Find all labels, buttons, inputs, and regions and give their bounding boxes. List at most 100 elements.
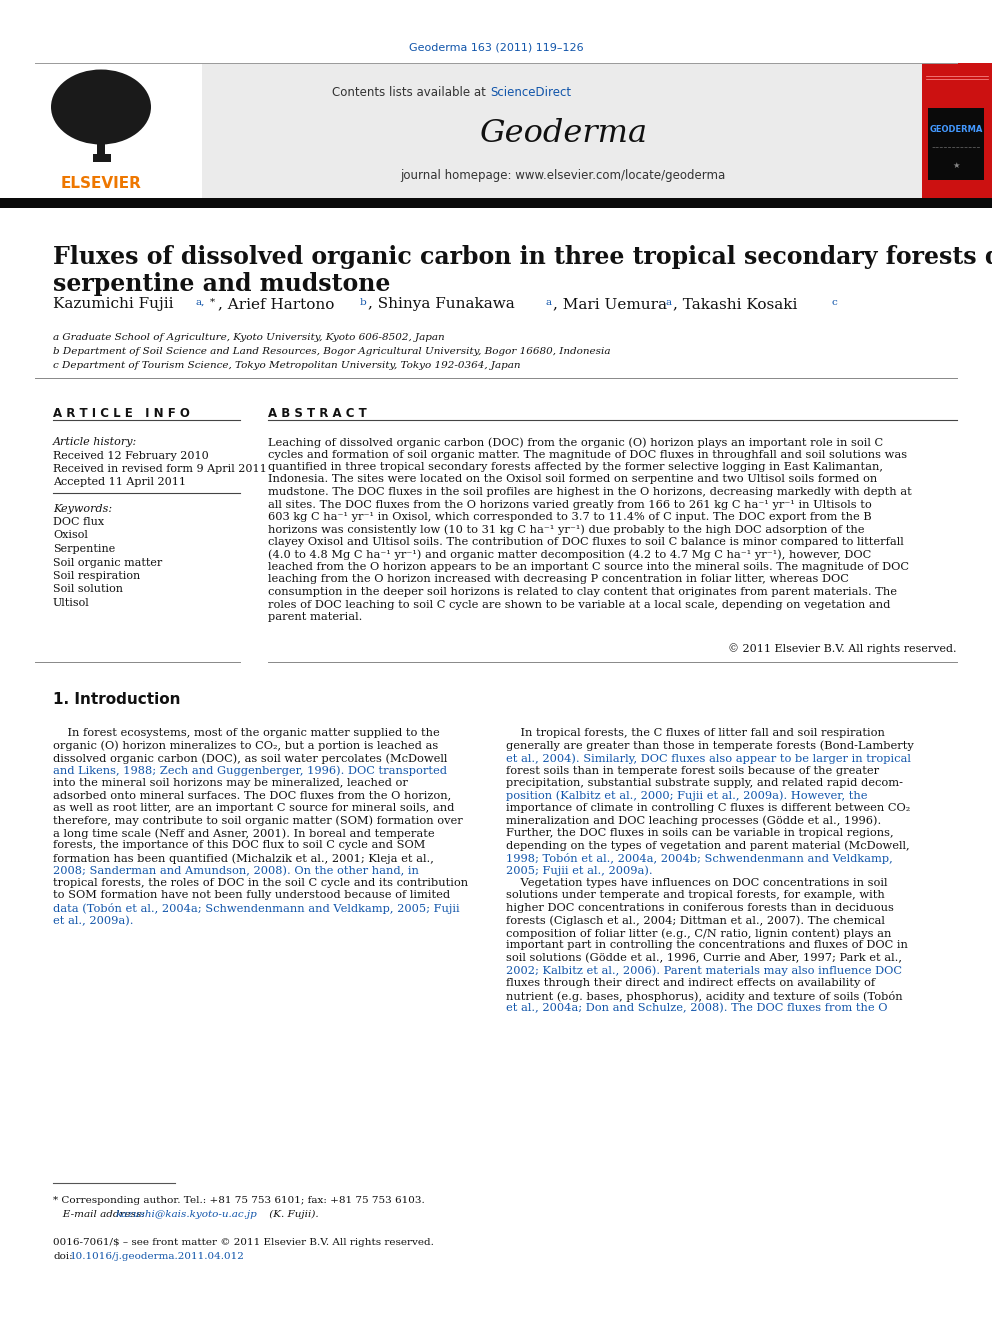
Text: , Arief Hartono: , Arief Hartono xyxy=(218,296,339,311)
Text: Serpentine: Serpentine xyxy=(53,544,115,554)
Text: b Department of Soil Science and Land Resources, Bogor Agricultural University, : b Department of Soil Science and Land Re… xyxy=(53,347,610,356)
Text: and Likens, 1988; Zech and Guggenberger, 1996). DOC transported: and Likens, 1988; Zech and Guggenberger,… xyxy=(53,766,447,777)
Text: parent material.: parent material. xyxy=(268,613,362,622)
Bar xyxy=(928,108,984,180)
Text: c Department of Tourism Science, Tokyo Metropolitan University, Tokyo 192-0364, : c Department of Tourism Science, Tokyo M… xyxy=(53,361,521,370)
Text: 1998; Tobón et al., 2004a, 2004b; Schwendenmann and Veldkamp,: 1998; Tobón et al., 2004a, 2004b; Schwen… xyxy=(506,853,893,864)
Text: *: * xyxy=(210,298,215,307)
Text: data (Tobón et al., 2004a; Schwendenmann and Veldkamp, 2005; Fujii: data (Tobón et al., 2004a; Schwendenmann… xyxy=(53,904,459,914)
Bar xyxy=(97,130,105,157)
Text: 0016-7061/$ – see front matter © 2011 Elsevier B.V. All rights reserved.: 0016-7061/$ – see front matter © 2011 El… xyxy=(53,1238,434,1248)
Text: soil solutions (Gödde et al., 1996, Currie and Aber, 1997; Park et al.,: soil solutions (Gödde et al., 1996, Curr… xyxy=(506,953,902,963)
Text: A B S T R A C T: A B S T R A C T xyxy=(268,407,367,419)
Text: 1. Introduction: 1. Introduction xyxy=(53,692,181,706)
Text: leaching from the O horizon increased with decreasing P concentration in foliar : leaching from the O horizon increased wi… xyxy=(268,574,849,585)
Text: et al., 2004a; Don and Schulze, 2008). The DOC fluxes from the O: et al., 2004a; Don and Schulze, 2008). T… xyxy=(506,1003,888,1013)
Text: journal homepage: www.elsevier.com/locate/geoderma: journal homepage: www.elsevier.com/locat… xyxy=(401,168,725,181)
Bar xyxy=(202,64,922,200)
Text: , Mari Uemura: , Mari Uemura xyxy=(553,296,672,311)
Text: Soil organic matter: Soil organic matter xyxy=(53,557,163,568)
Text: et al., 2004). Similarly, DOC fluxes also appear to be larger in tropical: et al., 2004). Similarly, DOC fluxes als… xyxy=(506,753,911,763)
Text: mudstone. The DOC fluxes in the soil profiles are highest in the O horizons, dec: mudstone. The DOC fluxes in the soil pro… xyxy=(268,487,912,497)
Text: dissolved organic carbon (DOC), as soil water percolates (McDowell: dissolved organic carbon (DOC), as soil … xyxy=(53,753,447,763)
Text: clayey Oxisol and Ultisol soils. The contribution of DOC fluxes to soil C balanc: clayey Oxisol and Ultisol soils. The con… xyxy=(268,537,904,546)
Text: b: b xyxy=(360,298,367,307)
Text: cycles and formation of soil organic matter. The magnitude of DOC fluxes in thro: cycles and formation of soil organic mat… xyxy=(268,450,907,459)
Text: 603 kg C ha⁻¹ yr⁻¹ in Oxisol, which corresponded to 3.7 to 11.4% of C input. The: 603 kg C ha⁻¹ yr⁻¹ in Oxisol, which corr… xyxy=(268,512,872,523)
Text: roles of DOC leaching to soil C cycle are shown to be variable at a local scale,: roles of DOC leaching to soil C cycle ar… xyxy=(268,599,891,610)
Text: depending on the types of vegetation and parent material (McDowell,: depending on the types of vegetation and… xyxy=(506,840,910,851)
Text: Received in revised form 9 April 2011: Received in revised form 9 April 2011 xyxy=(53,464,267,474)
Text: Geoderma: Geoderma xyxy=(479,118,647,148)
Text: a Graduate School of Agriculture, Kyoto University, Kyoto 606-8502, Japan: a Graduate School of Agriculture, Kyoto … xyxy=(53,333,444,343)
Text: 2008; Sanderman and Amundson, 2008). On the other hand, in: 2008; Sanderman and Amundson, 2008). On … xyxy=(53,865,419,876)
Text: a: a xyxy=(665,298,672,307)
Text: In forest ecosystems, most of the organic matter supplied to the: In forest ecosystems, most of the organi… xyxy=(53,728,439,738)
Text: precipitation, substantial substrate supply, and related rapid decom-: precipitation, substantial substrate sup… xyxy=(506,778,903,789)
Text: a long time scale (Neff and Asner, 2001). In boreal and temperate: a long time scale (Neff and Asner, 2001)… xyxy=(53,828,434,839)
Text: , Shinya Funakawa: , Shinya Funakawa xyxy=(368,296,520,311)
Text: Article history:: Article history: xyxy=(53,437,137,447)
Text: c: c xyxy=(832,298,838,307)
Text: DOC flux: DOC flux xyxy=(53,517,104,527)
Text: tropical forests, the roles of DOC in the soil C cycle and its contribution: tropical forests, the roles of DOC in th… xyxy=(53,878,468,888)
Text: to SOM formation have not been fully understood because of limited: to SOM formation have not been fully und… xyxy=(53,890,450,901)
Text: , Takashi Kosaki: , Takashi Kosaki xyxy=(673,296,803,311)
Text: higher DOC concentrations in coniferous forests than in deciduous: higher DOC concentrations in coniferous … xyxy=(506,904,894,913)
Text: et al., 2009a).: et al., 2009a). xyxy=(53,916,134,926)
Text: Oxisol: Oxisol xyxy=(53,531,88,541)
Text: as well as root litter, are an important C source for mineral soils, and: as well as root litter, are an important… xyxy=(53,803,454,814)
Text: kazushi@kais.kyoto-u.ac.jp: kazushi@kais.kyoto-u.ac.jp xyxy=(116,1211,258,1218)
Text: E-mail address:: E-mail address: xyxy=(53,1211,148,1218)
Text: solutions under temperate and tropical forests, for example, with: solutions under temperate and tropical f… xyxy=(506,890,885,901)
Text: a,: a, xyxy=(195,298,204,307)
Bar xyxy=(0,198,992,208)
Text: organic (O) horizon mineralizes to CO₂, but a portion is leached as: organic (O) horizon mineralizes to CO₂, … xyxy=(53,741,438,751)
Text: mineralization and DOC leaching processes (Gödde et al., 1996).: mineralization and DOC leaching processe… xyxy=(506,815,881,826)
Text: Soil respiration: Soil respiration xyxy=(53,572,140,581)
Text: composition of foliar litter (e.g., C/N ratio, lignin content) plays an: composition of foliar litter (e.g., C/N … xyxy=(506,927,892,938)
Text: Further, the DOC fluxes in soils can be variable in tropical regions,: Further, the DOC fluxes in soils can be … xyxy=(506,828,894,837)
Text: 2005; Fujii et al., 2009a).: 2005; Fujii et al., 2009a). xyxy=(506,865,653,876)
Text: In tropical forests, the C fluxes of litter fall and soil respiration: In tropical forests, the C fluxes of lit… xyxy=(506,728,885,738)
Text: Ultisol: Ultisol xyxy=(53,598,89,609)
Text: Indonesia. The sites were located on the Oxisol soil formed on serpentine and tw: Indonesia. The sites were located on the… xyxy=(268,475,877,484)
Bar xyxy=(93,153,111,161)
Text: serpentine and mudstone: serpentine and mudstone xyxy=(53,273,391,296)
Text: forests, the importance of this DOC flux to soil C cycle and SOM: forests, the importance of this DOC flux… xyxy=(53,840,426,851)
Text: Received 12 February 2010: Received 12 February 2010 xyxy=(53,451,208,460)
Text: Geoderma 163 (2011) 119–126: Geoderma 163 (2011) 119–126 xyxy=(409,44,583,53)
Bar xyxy=(922,64,992,200)
Text: quantified in three tropical secondary forests affected by the former selective : quantified in three tropical secondary f… xyxy=(268,462,883,472)
Text: doi:: doi: xyxy=(53,1252,72,1261)
Text: ELSEVIER: ELSEVIER xyxy=(61,176,142,191)
Text: Soil solution: Soil solution xyxy=(53,585,123,594)
Text: ★: ★ xyxy=(952,160,959,169)
Text: a: a xyxy=(545,298,552,307)
Text: consumption in the deeper soil horizons is related to clay content that originat: consumption in the deeper soil horizons … xyxy=(268,587,897,597)
Text: position (Kalbitz et al., 2000; Fujii et al., 2009a). However, the: position (Kalbitz et al., 2000; Fujii et… xyxy=(506,791,867,800)
Text: Kazumichi Fujii: Kazumichi Fujii xyxy=(53,296,179,311)
Text: Contents lists available at: Contents lists available at xyxy=(332,86,490,98)
Text: forest soils than in temperate forest soils because of the greater: forest soils than in temperate forest so… xyxy=(506,766,879,775)
Text: (K. Fujii).: (K. Fujii). xyxy=(266,1211,318,1218)
Text: generally are greater than those in temperate forests (Bond-Lamberty: generally are greater than those in temp… xyxy=(506,741,914,751)
Text: into the mineral soil horizons may be mineralized, leached or: into the mineral soil horizons may be mi… xyxy=(53,778,408,789)
Text: therefore, may contribute to soil organic matter (SOM) formation over: therefore, may contribute to soil organi… xyxy=(53,815,462,826)
Text: Accepted 11 April 2011: Accepted 11 April 2011 xyxy=(53,478,186,487)
Text: (4.0 to 4.8 Mg C ha⁻¹ yr⁻¹) and organic matter decomposition (4.2 to 4.7 Mg C ha: (4.0 to 4.8 Mg C ha⁻¹ yr⁻¹) and organic … xyxy=(268,549,871,560)
Bar xyxy=(0,64,202,200)
Text: Leaching of dissolved organic carbon (DOC) from the organic (O) horizon plays an: Leaching of dissolved organic carbon (DO… xyxy=(268,437,883,447)
Text: adsorbed onto mineral surfaces. The DOC fluxes from the O horizon,: adsorbed onto mineral surfaces. The DOC … xyxy=(53,791,451,800)
Text: 2002; Kalbitz et al., 2006). Parent materials may also influence DOC: 2002; Kalbitz et al., 2006). Parent mate… xyxy=(506,966,902,976)
Text: A R T I C L E   I N F O: A R T I C L E I N F O xyxy=(53,407,189,419)
Text: leached from the O horizon appears to be an important C source into the mineral : leached from the O horizon appears to be… xyxy=(268,562,909,572)
Text: ScienceDirect: ScienceDirect xyxy=(490,86,571,98)
Text: ~~~~~~~~~~~~: ~~~~~~~~~~~~ xyxy=(931,146,981,151)
Text: all sites. The DOC fluxes from the O horizons varied greatly from 166 to 261 kg : all sites. The DOC fluxes from the O hor… xyxy=(268,500,872,509)
Text: 10.1016/j.geoderma.2011.04.012: 10.1016/j.geoderma.2011.04.012 xyxy=(70,1252,245,1261)
Text: Fluxes of dissolved organic carbon in three tropical secondary forests developed: Fluxes of dissolved organic carbon in th… xyxy=(53,245,992,269)
Text: GEODERMA: GEODERMA xyxy=(930,126,983,135)
Text: Keywords:: Keywords: xyxy=(53,504,112,515)
Text: forests (Ciglasch et al., 2004; Dittman et al., 2007). The chemical: forests (Ciglasch et al., 2004; Dittman … xyxy=(506,916,885,926)
